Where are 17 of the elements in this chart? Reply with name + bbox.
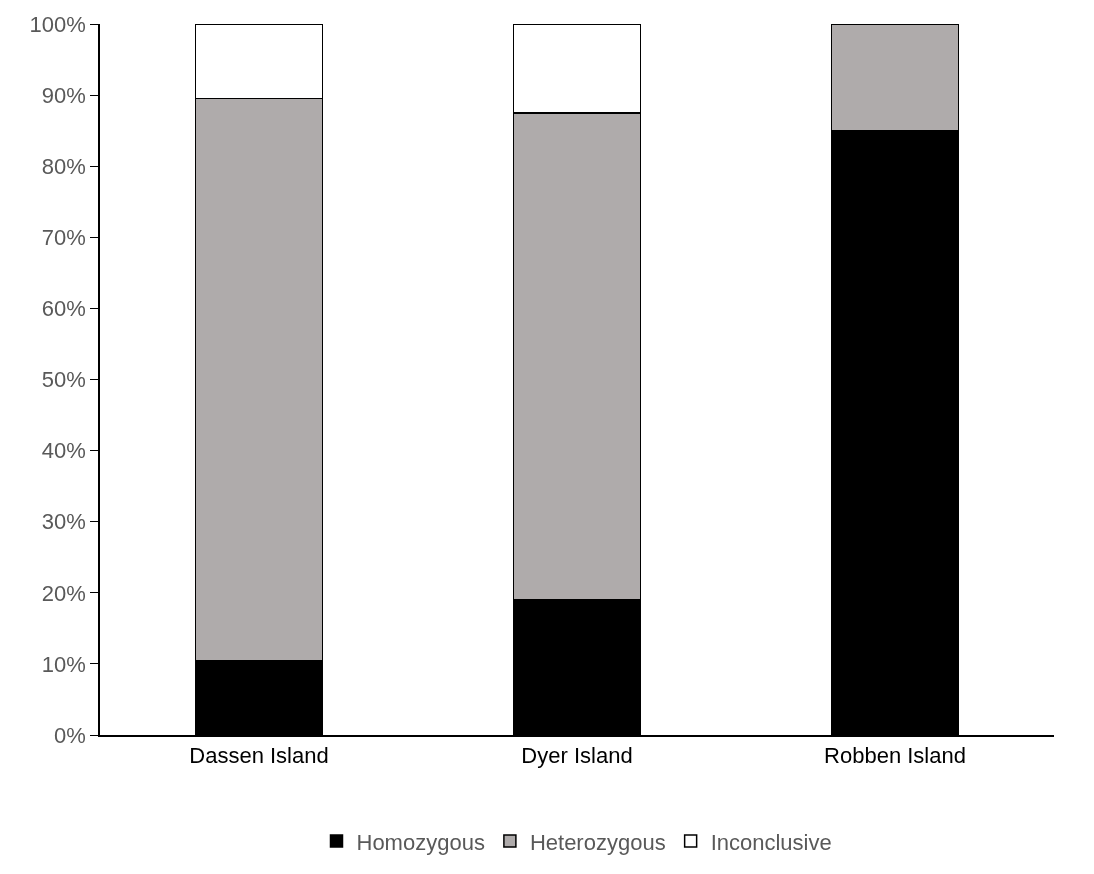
x-tick-label: Dassen Island [189,743,329,769]
y-tick-label: 60% [41,296,86,322]
y-tick-label: 100% [29,11,86,37]
y-tick-label: 90% [41,82,86,108]
y-tick-label: 0% [54,722,86,748]
y-tick-label: 20% [41,580,86,606]
legend-label: Inconclusive [710,829,832,855]
legend-label: Heterozygous [529,829,666,855]
legend-label: Homozygous [356,829,485,855]
x-tick-label: Dyer Island [521,743,633,769]
y-tick-label: 40% [41,438,86,464]
y-tick-label: 80% [41,153,86,179]
x-tick-label: Robben Island [824,743,966,769]
y-tick-label: 10% [41,651,86,677]
y-tick-label: 70% [41,225,86,250]
y-tick-label: 30% [41,509,86,535]
y-tick-label: 50% [41,367,86,393]
